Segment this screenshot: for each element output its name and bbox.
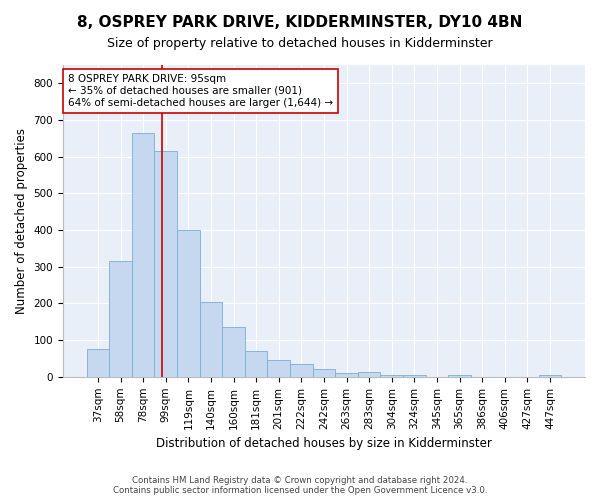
Bar: [290, 364, 313, 377]
Bar: [222, 328, 245, 377]
Bar: [132, 133, 154, 377]
Bar: [539, 375, 561, 377]
Bar: [245, 351, 268, 377]
X-axis label: Distribution of detached houses by size in Kidderminster: Distribution of detached houses by size …: [156, 437, 492, 450]
Text: 8, OSPREY PARK DRIVE, KIDDERMINSTER, DY10 4BN: 8, OSPREY PARK DRIVE, KIDDERMINSTER, DY1…: [77, 15, 523, 30]
Bar: [177, 230, 200, 377]
Bar: [380, 375, 403, 377]
Bar: [335, 373, 358, 377]
Text: 8 OSPREY PARK DRIVE: 95sqm
← 35% of detached houses are smaller (901)
64% of sem: 8 OSPREY PARK DRIVE: 95sqm ← 35% of deta…: [68, 74, 333, 108]
Text: Contains HM Land Registry data © Crown copyright and database right 2024.
Contai: Contains HM Land Registry data © Crown c…: [113, 476, 487, 495]
Bar: [403, 375, 425, 377]
Bar: [200, 302, 222, 377]
Bar: [268, 360, 290, 377]
Bar: [109, 262, 132, 377]
Bar: [313, 370, 335, 377]
Bar: [448, 375, 471, 377]
Bar: [86, 350, 109, 377]
Bar: [154, 151, 177, 377]
Text: Size of property relative to detached houses in Kidderminster: Size of property relative to detached ho…: [107, 38, 493, 51]
Y-axis label: Number of detached properties: Number of detached properties: [15, 128, 28, 314]
Bar: [358, 372, 380, 377]
